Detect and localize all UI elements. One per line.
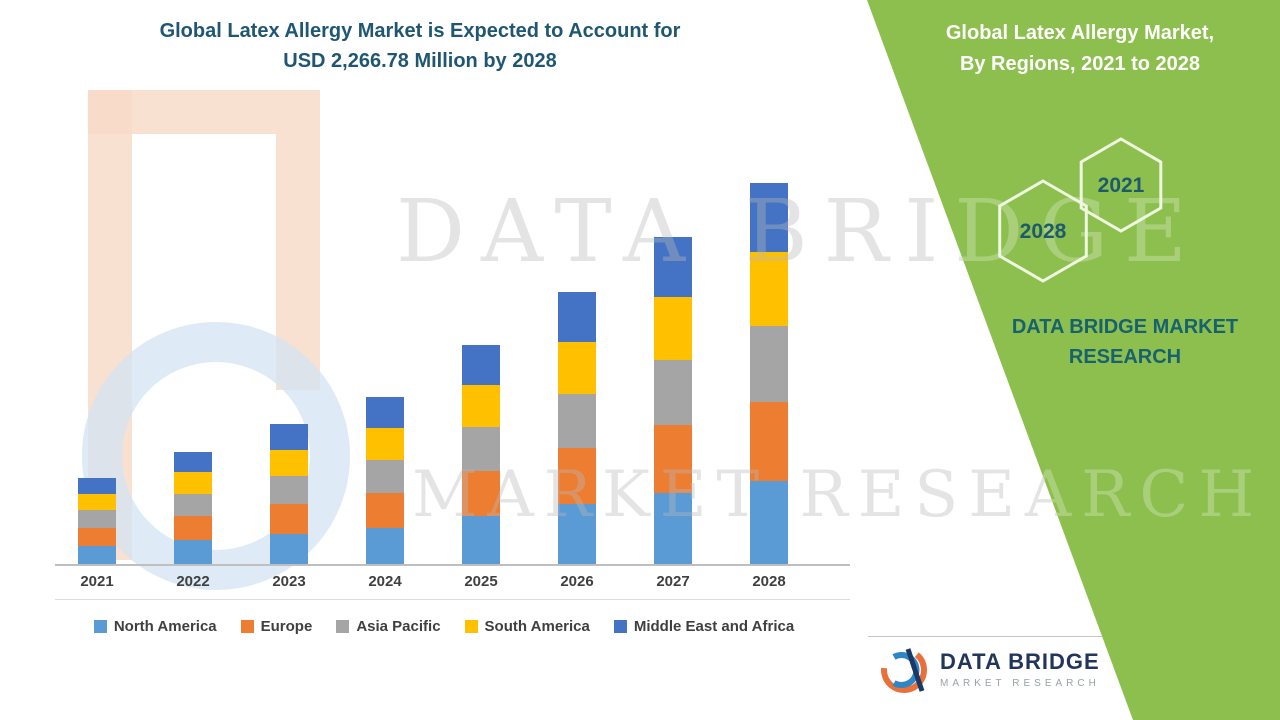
bar-segment-2025 [462, 427, 500, 471]
legend-swatch [93, 620, 107, 633]
bar-segment-2021 [78, 493, 116, 511]
bar-segment-2028 [750, 183, 788, 252]
bar-segment-2024 [366, 397, 404, 428]
x-axis-label: 2023 [272, 573, 306, 590]
chart-title-line2: USD 2,266.78 Million by 2028 [283, 50, 557, 72]
bar-segment-2027 [654, 237, 692, 298]
bar-segment-2022 [174, 516, 212, 540]
legend-swatch [464, 620, 478, 633]
bar-segment-2028 [750, 480, 788, 565]
legend-label: Asia Pacific [356, 618, 441, 635]
bar-segment-2028 [750, 401, 788, 481]
legend-item: Asia Pacific [336, 618, 441, 635]
legend-item: Europe [240, 618, 313, 635]
hexagon-year-2028: 2028 [1020, 220, 1067, 243]
bar-2023 [270, 424, 308, 565]
bar-segment-2026 [558, 504, 596, 565]
bar-segment-2026 [558, 447, 596, 505]
hexagon-year-2021: 2021 [1098, 174, 1145, 197]
bar-segment-2021 [78, 527, 116, 546]
bar-segment-2026 [558, 292, 596, 342]
bar-segment-2027 [654, 360, 692, 426]
stacked-bar-plot [49, 95, 817, 565]
legend-item: North America [93, 618, 217, 635]
bar-2021 [78, 478, 116, 565]
watermark-logo-bar-horizontal [88, 90, 320, 134]
legend-label: South America [484, 618, 590, 635]
legend-label: North America [113, 618, 217, 635]
x-axis-label: 2025 [464, 573, 498, 590]
bar-segment-2028 [750, 325, 788, 402]
bar-segment-2025 [462, 385, 500, 428]
bar-segment-2022 [174, 539, 212, 565]
bar-segment-2024 [366, 427, 404, 460]
bar-segment-2023 [270, 449, 308, 477]
bar-segment-2028 [750, 251, 788, 326]
hexagon-2021 [1079, 137, 1163, 233]
x-axis-label: 2024 [368, 573, 402, 590]
legend-swatch [336, 620, 350, 633]
panel-brand-line2: RESEARCH [1068, 346, 1182, 368]
legend-label: Europe [260, 618, 313, 635]
bar-segment-2024 [366, 459, 404, 493]
chart-title-line1: Global Latex Allergy Market is Expected … [159, 20, 681, 42]
bar-segment-2023 [270, 533, 308, 565]
bar-2024 [366, 397, 404, 565]
chart-legend: North America Europe Asia Pacific South Ame… [49, 618, 839, 635]
bar-2026 [558, 292, 596, 565]
logo-divider-line [868, 636, 1106, 637]
bar-segment-2022 [174, 493, 212, 517]
bar-2025 [462, 345, 500, 565]
bar-segment-2023 [270, 476, 308, 505]
x-axis-label: 2027 [656, 573, 690, 590]
bar-segment-2024 [366, 527, 404, 565]
panel-heading-line1: Global Latex Allergy Market, [945, 22, 1215, 44]
bar-segment-2025 [462, 516, 500, 565]
x-axis-label: 2028 [752, 573, 786, 590]
bar-segment-2025 [462, 345, 500, 386]
bar-segment-2027 [654, 425, 692, 493]
panel-heading: Global Latex Allergy Market, By Regions,… [900, 18, 1260, 80]
bar-segment-2022 [174, 472, 212, 494]
bar-segment-2026 [558, 393, 596, 448]
year-hexagons: 2021 2028 [998, 137, 1163, 283]
x-axis-labels: 2021 2022 2023 2024 2025 2026 2027 2028 [49, 573, 817, 590]
bar-segment-2027 [654, 492, 692, 565]
x-axis-label: 2021 [80, 573, 114, 590]
bar-2027 [654, 237, 692, 565]
chart-title: Global Latex Allergy Market is Expected … [90, 16, 750, 76]
panel-heading-line2: By Regions, 2021 to 2028 [959, 53, 1201, 75]
bar-segment-2023 [270, 504, 308, 534]
company-logo-icon [881, 647, 927, 693]
legend-item: South America [464, 618, 590, 635]
bar-segment-2021 [78, 510, 116, 528]
legend-label: Middle East and Africa [633, 618, 795, 635]
x-axis-secondary-line [55, 599, 850, 600]
x-axis-label: 2026 [560, 573, 594, 590]
bar-segment-2021 [78, 478, 116, 494]
bar-segment-2022 [174, 452, 212, 473]
x-axis-label: 2022 [176, 573, 210, 590]
panel-brand-line1: DATA BRIDGE MARKET [1011, 316, 1239, 338]
bar-segment-2027 [654, 297, 692, 361]
company-logo-name: DATA BRIDGE [940, 649, 1100, 674]
legend-item: Middle East and Africa [613, 618, 795, 635]
bar-segment-2021 [78, 545, 116, 565]
bar-segment-2025 [462, 470, 500, 517]
x-axis-line [55, 564, 850, 566]
bar-2028 [750, 183, 788, 565]
hexagon-2028 [998, 179, 1088, 283]
company-logo-subtitle: MARKET RESEARCH [940, 678, 1100, 689]
legend-swatch [613, 620, 627, 633]
panel-brand-text: DATA BRIDGE MARKET RESEARCH [975, 312, 1275, 372]
legend-swatch [240, 620, 254, 633]
bar-segment-2023 [270, 424, 308, 450]
company-logo: DATA BRIDGE MARKET RESEARCH [878, 641, 1100, 697]
bar-2022 [174, 452, 212, 565]
bar-segment-2024 [366, 492, 404, 528]
bar-segment-2026 [558, 341, 596, 394]
